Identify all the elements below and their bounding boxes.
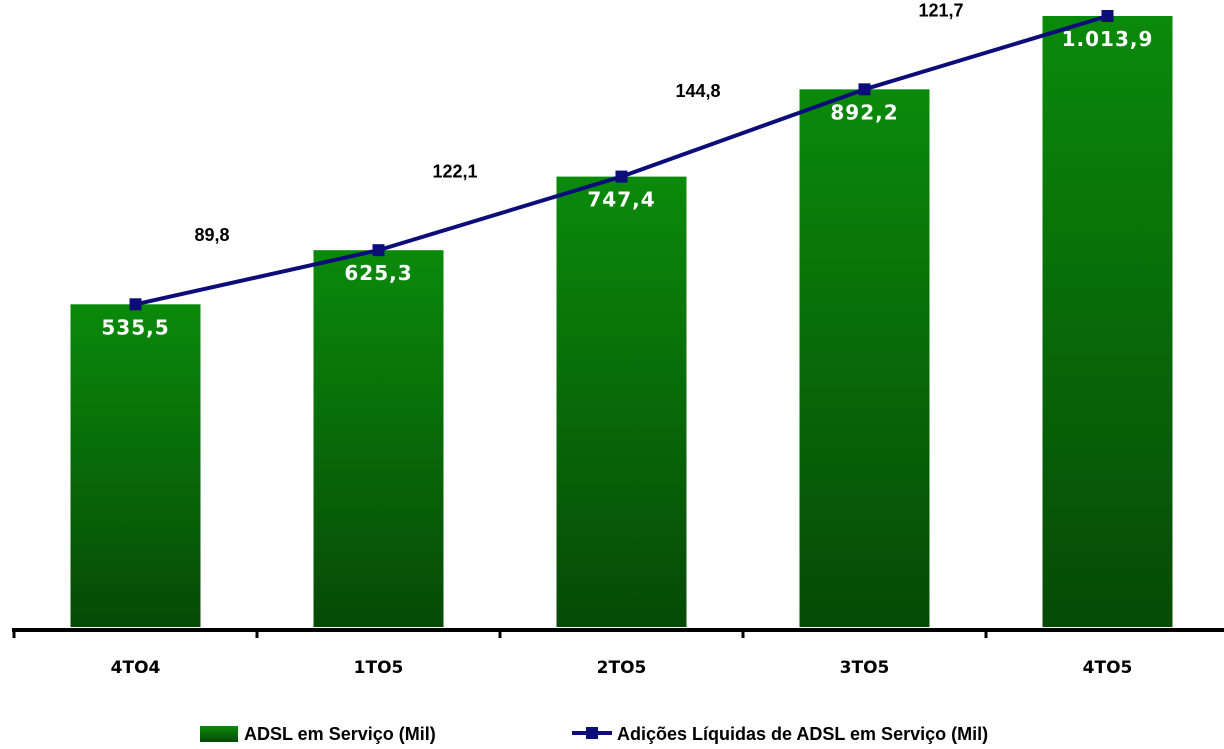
x-tick-label: 3TO5 [840,658,890,678]
legend-swatch-marker [586,727,598,739]
legend: ADSL em Serviço (Mil) Adições Líquidas de… [200,724,988,744]
line-value-label: 144,8 [675,81,720,101]
x-tick-label: 1TO5 [354,658,404,678]
line-marker [129,298,142,311]
line-marker [372,244,385,257]
line-value-label: 89,8 [194,225,229,245]
bar-value-label: 747,4 [587,188,655,212]
bars-layer [70,16,1173,627]
line-marker [858,83,871,96]
bar-value-label: 1.013,9 [1062,27,1154,51]
legend-swatch-bar [200,726,238,742]
bar-4to5 [1042,16,1173,627]
bar-2to5 [556,176,687,627]
line-series-layer [129,10,1114,311]
bar-1to5 [313,250,444,627]
x-axis: 4TO4 1TO5 2TO5 3TO5 4TO5 [12,628,1224,678]
labels-layer: 535,5 625,3 747,4 892,2 1.013,9 89,8 122,1 144,… [101,1,1154,340]
line-value-label: 121,7 [918,1,963,21]
x-tick-label: 4TO5 [1083,658,1133,678]
bar-4to4 [70,304,201,627]
legend-label-bar: ADSL em Serviço (Mil) [244,724,436,744]
bar-3to5 [799,89,930,627]
x-tick-label: 4TO4 [111,658,161,678]
line-marker [1101,10,1114,22]
bar-value-label: 625,3 [344,261,412,285]
x-tick-label: 2TO5 [597,658,647,678]
legend-label-line: Adições Líquidas de ADSL em Serviço (Mil… [617,724,988,744]
bar-value-label: 892,2 [830,100,898,124]
bar-value-label: 535,5 [101,315,169,339]
line-marker [615,170,628,183]
line-value-label: 122,1 [432,161,477,181]
